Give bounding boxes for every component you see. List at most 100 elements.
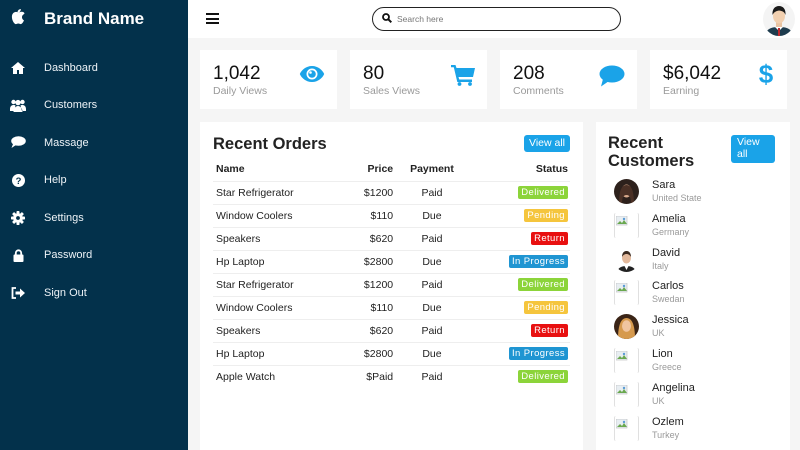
table-header-row: Name Price Payment Status <box>213 157 570 181</box>
gear-icon <box>0 210 36 225</box>
sidebar-item-label: Help <box>44 174 67 187</box>
customer-name: Ozlem <box>652 415 684 428</box>
order-name: Speakers <box>213 318 342 342</box>
order-price: $110 <box>341 203 394 227</box>
list-item[interactable]: David Italy <box>614 245 784 279</box>
order-name: Hp Laptop <box>213 249 342 273</box>
orders-table-body: Star Refrigerator $1200 Paid Delivered Windo… <box>213 180 570 388</box>
order-payment: Paid <box>393 180 468 204</box>
order-price: $1200 <box>341 272 394 296</box>
sidebar-item-massage[interactable]: Massage <box>0 124 188 162</box>
user-avatar[interactable] <box>763 2 795 36</box>
users-icon <box>0 99 36 112</box>
search-input[interactable] <box>397 14 597 24</box>
customer-avatar <box>614 314 639 340</box>
svg-text:?: ? <box>15 176 21 187</box>
cart-icon <box>451 65 475 91</box>
order-price: $1200 <box>341 180 394 204</box>
home-icon <box>0 61 36 74</box>
order-price: $620 <box>341 226 394 250</box>
table-row[interactable]: Speakers $620 Paid Return <box>213 318 570 342</box>
status-badge: Delivered <box>518 370 568 384</box>
order-payment: Paid <box>393 364 468 388</box>
stat-card-earning[interactable]: $6,042 Earning $ <box>650 50 787 109</box>
list-item[interactable]: Angelina UK <box>614 380 784 414</box>
stat-value: $6,042 <box>663 63 722 84</box>
table-row[interactable]: Apple Watch $Paid Paid Delivered <box>213 364 570 388</box>
order-name: Window Coolers <box>213 203 342 227</box>
sidebar-item-help[interactable]: ? Help <box>0 162 188 200</box>
sidebar-item-label: Settings <box>44 211 84 224</box>
sidebar-item-label: Customers <box>44 99 98 112</box>
order-payment: Paid <box>393 226 468 250</box>
sidebar-item-label: Password <box>44 249 93 262</box>
stat-value: 208 <box>513 63 545 84</box>
customer-name: Carlos <box>652 280 684 293</box>
stat-label: Earning <box>663 85 700 97</box>
svg-text:$: $ <box>759 60 773 88</box>
lock-icon <box>0 249 36 262</box>
customer-avatar <box>614 381 639 407</box>
brand[interactable]: Brand Name <box>0 0 188 38</box>
table-row[interactable]: Window Coolers $110 Due Pending <box>213 295 570 319</box>
sidebar-item-settings[interactable]: Settings <box>0 199 188 237</box>
recent-orders-panel: Recent Orders View all Name Price Paymen… <box>200 122 583 450</box>
customer-avatar <box>614 280 639 306</box>
search-box[interactable] <box>372 7 621 31</box>
customer-country: Turkey <box>652 429 680 440</box>
table-row[interactable]: Star Refrigerator $1200 Paid Delivered <box>213 272 570 296</box>
customer-avatar <box>614 415 639 441</box>
stat-label: Comments <box>513 85 564 97</box>
column-header-status: Status <box>535 162 568 175</box>
customers-view-all-button[interactable]: View all <box>731 135 775 163</box>
list-item[interactable]: Carlos Swedan <box>614 278 784 312</box>
table-row[interactable]: Hp Laptop $2800 Due In Progress <box>213 249 570 273</box>
customer-country: United State <box>652 193 702 203</box>
sidebar-item-label: Dashboard <box>44 61 98 74</box>
sidebar-item-customers[interactable]: Customers <box>0 87 188 125</box>
sign-out-icon <box>0 286 36 299</box>
order-price: $2800 <box>341 249 394 273</box>
apple-logo-icon <box>0 8 36 30</box>
table-row[interactable]: Speakers $620 Paid Return <box>213 226 570 250</box>
order-name: Apple Watch <box>213 364 342 388</box>
sidebar-item-sign-out[interactable]: Sign Out <box>0 274 188 312</box>
table-row[interactable]: Star Refrigerator $1200 Paid Delivered <box>213 180 570 204</box>
list-item[interactable]: Jessica UK <box>614 312 784 346</box>
stat-card-sales-views[interactable]: 80 Sales Views <box>350 50 487 109</box>
table-row[interactable]: Window Coolers $110 Due Pending <box>213 203 570 227</box>
stat-value: 1,042 <box>213 63 261 84</box>
stat-label: Sales Views <box>363 85 421 97</box>
customer-name: Angelina <box>652 381 695 394</box>
order-payment: Due <box>393 203 468 227</box>
recent-customers-title: Recent Customers <box>608 134 695 170</box>
customer-avatar <box>614 246 639 272</box>
order-payment: Paid <box>393 272 468 296</box>
sidebar-item-dashboard[interactable]: Dashboard <box>0 49 188 87</box>
table-row[interactable]: Hp Laptop $2800 Due In Progress <box>213 341 570 365</box>
list-item[interactable]: Lion Greece <box>614 346 784 380</box>
menu-toggle-icon[interactable] <box>206 13 219 24</box>
brand-name: Brand Name <box>44 9 145 28</box>
list-item[interactable]: Sara United State <box>614 177 784 211</box>
status-badge: Pending <box>524 301 568 314</box>
list-item[interactable]: Ozlem Turkey <box>614 414 784 448</box>
recent-customers-panel: Recent Customers View all Sara United Sta… <box>596 122 790 450</box>
customer-country: Italy <box>652 260 669 271</box>
sidebar-item-label: Massage <box>44 136 89 149</box>
orders-view-all-button[interactable]: View all <box>524 135 570 152</box>
question-icon: ? <box>0 173 36 187</box>
order-payment: Paid <box>393 318 468 342</box>
customer-name: David <box>652 246 681 259</box>
list-item[interactable]: Amelia Germany <box>614 211 784 245</box>
customer-name: Amelia <box>652 212 686 225</box>
stat-card-daily-views[interactable]: 1,042 Daily Views <box>200 50 337 109</box>
customer-avatar <box>614 212 639 238</box>
order-name: Hp Laptop <box>213 341 342 365</box>
stat-card-comments[interactable]: 208 Comments <box>500 50 637 109</box>
sidebar-item-password[interactable]: Password <box>0 237 188 275</box>
stat-value: 80 <box>363 63 385 84</box>
sidebar: Brand Name Dashboard Customers Massage ?… <box>0 0 188 450</box>
customer-country: Germany <box>652 226 690 237</box>
order-price: $2800 <box>341 341 394 365</box>
